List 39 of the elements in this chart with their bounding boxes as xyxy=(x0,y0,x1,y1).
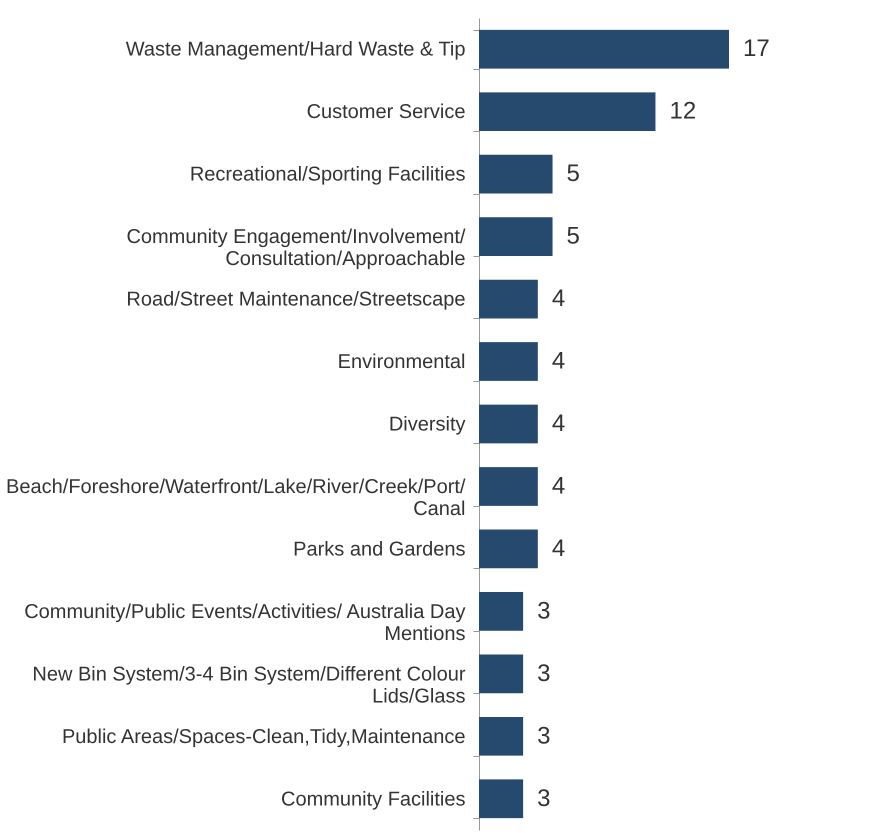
bar xyxy=(479,280,538,318)
bar xyxy=(479,530,538,568)
y-tick-label: New Bin System/3-4 Bin System/Different Colour Lids/Glass xyxy=(32,663,466,708)
bar xyxy=(479,342,538,381)
y-tick-label: Beach/Foreshore/Waterfront/Lake/River/Creek/Port/ Canal xyxy=(6,476,466,520)
bar xyxy=(479,404,538,444)
bar xyxy=(479,779,524,818)
bar xyxy=(479,654,524,694)
y-tick-label: Parks and Gardens xyxy=(293,538,466,560)
bar xyxy=(479,92,656,132)
y-tick-label: Public Areas/Spaces-Clean,Tidy,Maintenance xyxy=(62,726,466,748)
data-label: 5 xyxy=(566,160,580,188)
data-label: 4 xyxy=(552,285,566,312)
y-tick-label: Community Facilities xyxy=(281,788,466,810)
data-label: 12 xyxy=(669,98,696,125)
data-label: 3 xyxy=(537,784,550,812)
bar xyxy=(479,467,538,506)
bar xyxy=(479,592,524,631)
bar xyxy=(479,716,524,756)
data-label: 3 xyxy=(537,722,550,750)
data-label: 3 xyxy=(537,597,550,624)
data-label: 4 xyxy=(552,410,566,437)
bar xyxy=(479,154,553,194)
data-label: 17 xyxy=(743,35,770,62)
bar xyxy=(479,217,553,256)
bar xyxy=(479,30,729,69)
y-tick-label: Road/Street Maintenance/Streetscape xyxy=(126,288,466,311)
y-tick-label: Diversity xyxy=(388,414,466,436)
data-label: 4 xyxy=(552,472,566,500)
data-label: 5 xyxy=(566,222,580,250)
y-tick-label: Waste Management/Hard Waste & Tip xyxy=(126,38,466,61)
data-label: 4 xyxy=(552,534,566,562)
y-tick-label: Recreational/Sporting Facilities xyxy=(190,164,466,186)
data-label: 4 xyxy=(552,348,566,375)
y-tick-label: Environmental xyxy=(338,351,466,374)
y-tick-label: Customer Service xyxy=(306,101,466,124)
y-tick-label: Community/Public Events/Activities/ Australia Day Mentions xyxy=(24,600,466,645)
data-label: 3 xyxy=(537,660,550,687)
y-tick-label: Community Engagement/Involvement/ Consultation/Approachable xyxy=(126,226,466,270)
